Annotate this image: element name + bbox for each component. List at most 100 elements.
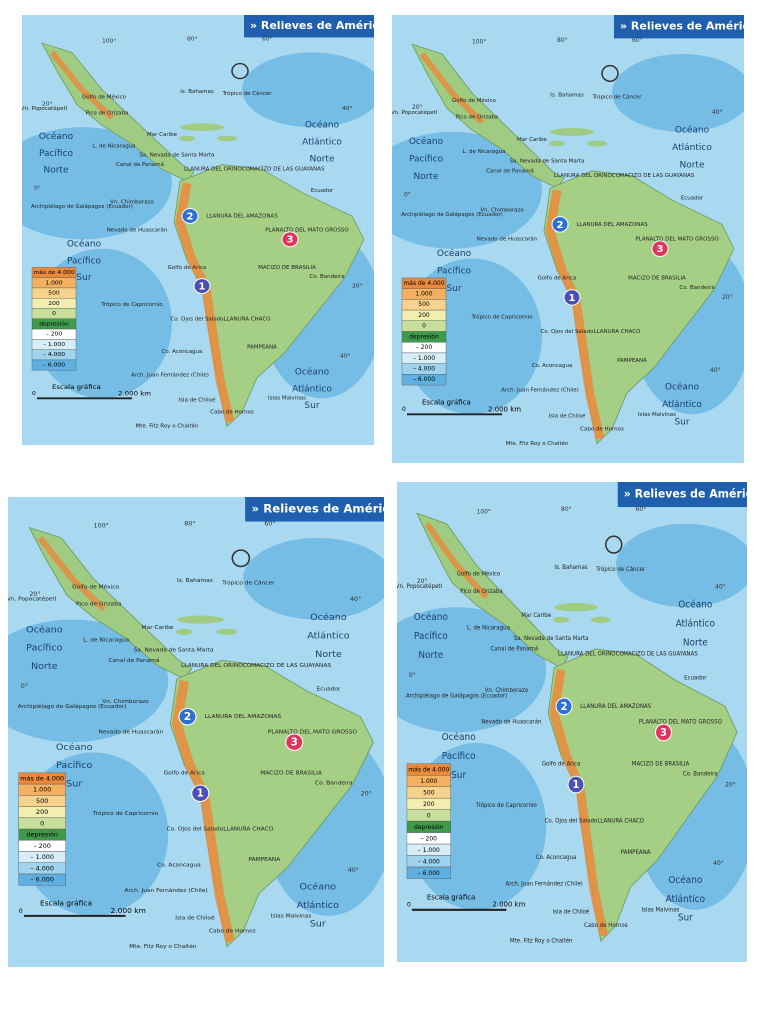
map-title: » Relieves de América La — [252, 502, 384, 516]
scale-title: Escala gráfica — [40, 899, 92, 908]
place-label: Co. Aconcagua — [532, 363, 573, 369]
ocean-label: Norte — [310, 155, 335, 165]
ocean-label: Atlántico — [662, 400, 702, 410]
place-label: LLANURA CHACO — [223, 827, 274, 833]
place-label: Cabo de Hornos — [209, 929, 256, 935]
place-label: MACIZO DE BRASILIA — [632, 761, 690, 767]
place-label: Sa. Nevada de Santa Marta — [139, 153, 214, 159]
island — [176, 615, 224, 624]
scale-end: 2.000 km — [118, 390, 152, 398]
ocean-label: Pacífico — [56, 760, 93, 771]
place-label: Canal de Panamá — [486, 167, 534, 174]
coordinate: 20° — [722, 295, 733, 301]
place-label: Isla de Chiloé — [553, 908, 590, 915]
place-label: L. de Nicaragua — [462, 149, 505, 155]
ocean-label: Océano — [442, 732, 476, 743]
place-label: Nevado de Huascarán — [107, 227, 168, 234]
legend-label: 200 — [48, 301, 60, 307]
place-label: Sa. Nevada de Santa Marta — [514, 636, 589, 642]
ocean-label: Atlántico — [302, 138, 342, 148]
place-label: MACIZO DE BRASILIA — [258, 265, 316, 271]
coordinate: 40° — [340, 354, 351, 360]
scale-start: 0 — [402, 407, 406, 413]
place-label: Archipiélago de Galápagos (Ecuador) — [406, 692, 507, 699]
coordinate: 20° — [42, 101, 53, 107]
place-label: Cabo de Hornos — [580, 426, 624, 432]
place-label: Vn. Chimborazo — [102, 699, 149, 705]
ocean-label: Océano — [299, 882, 336, 893]
coordinate: 60° — [636, 505, 647, 513]
map: » Relieves de América La100°80°60°40°20°… — [22, 15, 374, 445]
title-bar — [614, 15, 744, 39]
marker-label: 1 — [197, 788, 204, 800]
place-label: Cabo de Hornos — [210, 410, 254, 416]
island — [549, 140, 565, 147]
place-label: PAMPEANA — [247, 344, 277, 350]
place-label: Nevado de Huascarán — [98, 729, 163, 736]
place-label: Nevado de Huascarán — [477, 236, 537, 243]
place-label: Cabo de Hornos — [584, 923, 628, 929]
place-label: Vn. Chimborazo — [485, 688, 529, 694]
land-north — [28, 526, 193, 680]
place-label: L. de Nicaragua — [467, 626, 510, 632]
ocean-label: Pacífico — [409, 155, 443, 165]
ocean-label: Océano — [39, 131, 73, 142]
island — [587, 140, 607, 147]
coordinate: 0° — [409, 671, 416, 679]
place-label: Trópico de Cáncer — [221, 90, 272, 97]
map: » Relieves de América La100°80°60°40°20°… — [8, 497, 384, 967]
map-title: » Relieves de América La — [250, 19, 374, 32]
scale-end: 2.000 km — [111, 906, 146, 915]
map: » Relieves de América La100°80°60°40°20°… — [392, 15, 744, 463]
ocean-label: Pacífico — [39, 149, 73, 159]
sierra-madre — [49, 50, 115, 120]
ocean-label: Norte — [315, 649, 342, 660]
title-bar — [245, 497, 384, 522]
coordinate: 20° — [725, 781, 736, 789]
ocean-label: Norte — [31, 661, 58, 672]
compass — [231, 549, 251, 568]
place-label: Mte. Fitz Roy o Chaltén — [135, 423, 198, 430]
deep-water — [8, 619, 169, 743]
legend-label: – 6.000 — [30, 877, 54, 884]
place-label: Golfo de Arica — [168, 265, 207, 271]
legend-label: – 4.000 — [418, 858, 440, 865]
coordinate: 40° — [342, 106, 353, 112]
place-label: Is. Bahamas — [554, 565, 587, 571]
deep-water — [243, 537, 384, 620]
map-title: » Relieves de América La — [624, 487, 747, 500]
place-label: LLANURA DEL AMAZONAS — [580, 704, 651, 710]
ocean-label: Pacífico — [442, 751, 476, 762]
place-label: Arch. Juan Fernández (Chile) — [501, 387, 579, 394]
ocean-label: Sur — [76, 273, 92, 283]
coordinate: 80° — [187, 37, 198, 43]
ocean-label: Océano — [67, 239, 101, 250]
legend-swatch — [18, 873, 66, 886]
ocean-label: Sur — [674, 418, 689, 428]
marker-label: 3 — [657, 244, 664, 255]
legend-label: – 1.000 — [418, 847, 440, 854]
legend-label: – 6.000 — [43, 363, 65, 369]
place-label: Archipiélago de Galápagos (Ecuador) — [401, 211, 503, 218]
scale-title: Escala gráfica — [52, 383, 101, 391]
coordinate: 40° — [713, 859, 724, 867]
legend-label: – 200 — [416, 345, 433, 351]
coordinate: 20° — [412, 105, 423, 111]
ocean-label: Sur — [304, 401, 320, 411]
legend-label: 0 — [422, 324, 426, 330]
legend-swatch — [31, 359, 77, 371]
place-label: Trópico de Cáncer — [591, 93, 642, 100]
place-label: Mar Caribe — [521, 613, 551, 619]
legend-label: – 4.000 — [43, 352, 65, 358]
place-label: MACIZO DE BRASILIA — [260, 770, 322, 776]
ocean-label: Océano — [26, 624, 63, 635]
place-label: Golfo de Arica — [542, 761, 580, 767]
ocean-label: Atlántico — [292, 385, 332, 395]
ocean-label: Océano — [409, 136, 443, 147]
legend-label: – 1.000 — [30, 854, 54, 861]
coordinate: 100° — [93, 522, 108, 530]
legend-label: más de 4.000 — [20, 775, 64, 783]
marker — [655, 723, 672, 742]
place-label: PAMPEANA — [248, 857, 280, 863]
place-label: Ecuador — [311, 188, 334, 194]
